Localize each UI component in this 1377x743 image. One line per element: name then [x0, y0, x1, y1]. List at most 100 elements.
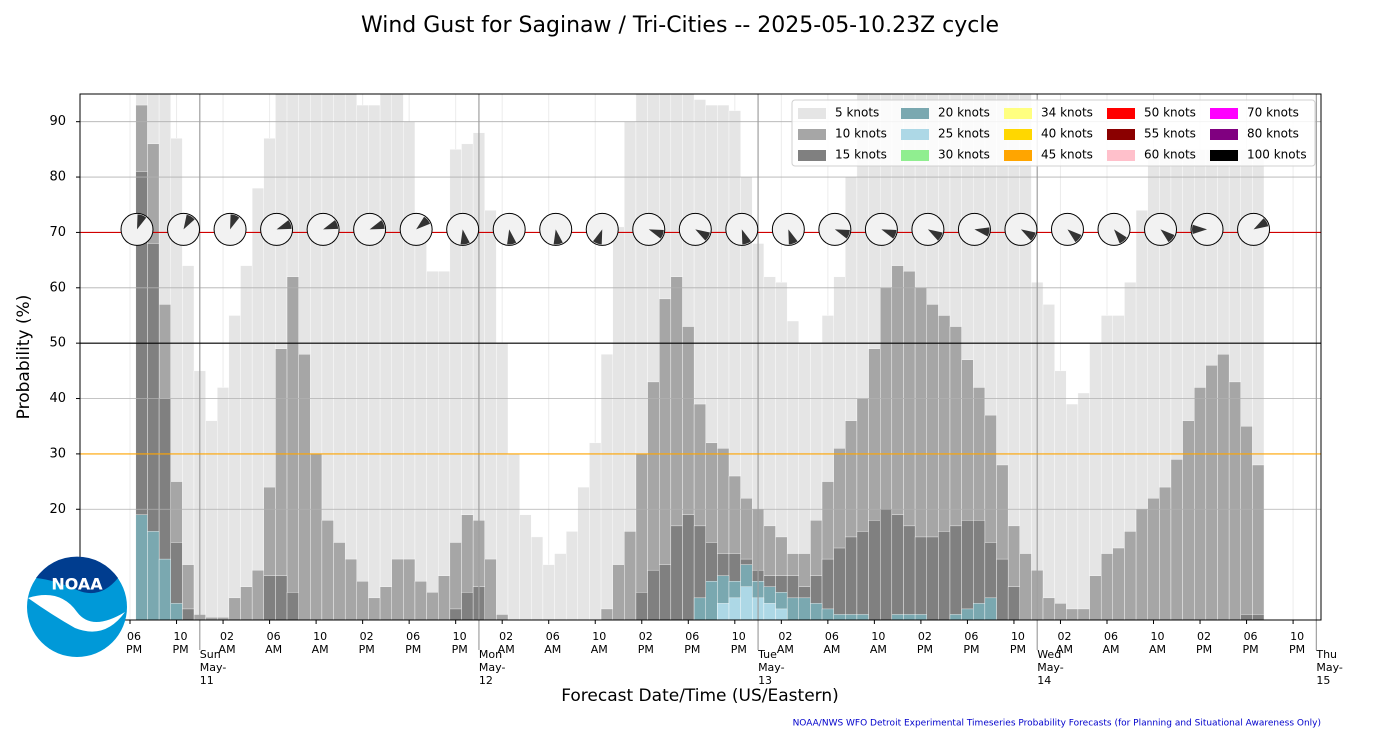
wind-rose: [1144, 212, 1178, 246]
wind-rose: [678, 212, 712, 246]
bar: [845, 614, 858, 620]
bar: [670, 525, 683, 620]
bar: [833, 547, 846, 620]
bar: [949, 525, 962, 620]
wind-direction: [369, 220, 385, 230]
wind-direction: [648, 229, 664, 239]
x-tick-label: 10 PM: [451, 630, 468, 656]
bar: [891, 514, 904, 620]
bar: [1205, 365, 1218, 620]
bar: [275, 575, 288, 620]
wind-rose: [1097, 212, 1131, 246]
logo-top: [36, 556, 118, 594]
wind-rose: [446, 212, 480, 246]
bar: [321, 520, 334, 620]
bar: [647, 569, 660, 620]
x-tick-label: 02 PM: [916, 630, 933, 656]
bar: [228, 315, 241, 620]
wind-rose: [120, 212, 154, 246]
bar: [228, 597, 241, 620]
x-tick-label: 10 PM: [172, 630, 189, 656]
bar: [961, 520, 974, 620]
bar: [914, 614, 927, 620]
bar: [1077, 608, 1090, 620]
x-tick-label: 10 PM: [1009, 630, 1026, 656]
day-tick-label: Sun May-11: [199, 648, 227, 687]
y-tick-label: 90: [49, 114, 66, 129]
x-tick-label: 06 PM: [684, 630, 701, 656]
legend: 5 knots 10 knots 15 knots 20 knots 25 knots 3…: [791, 99, 1316, 167]
wind-rose: [306, 212, 340, 246]
wind-direction: [1113, 229, 1127, 244]
bar: [1042, 597, 1055, 620]
wind-direction: [1160, 229, 1175, 243]
bar: [449, 542, 462, 620]
plot-frame: [79, 93, 1322, 621]
legend-swatch: [1210, 108, 1238, 119]
legend-swatch: [1210, 150, 1238, 161]
bar: [600, 608, 613, 620]
bar: [438, 575, 451, 620]
wind-direction: [137, 214, 147, 230]
bar: [484, 558, 497, 620]
bar: [717, 603, 730, 620]
wind-direction: [323, 220, 339, 230]
bar: [240, 265, 253, 620]
x-tick-label: 10 AM: [869, 630, 887, 656]
y-tick-label: 70: [49, 225, 66, 240]
bar: [856, 614, 869, 620]
wind-rose: [260, 212, 294, 246]
bar: [833, 614, 846, 620]
legend-swatch: [1004, 150, 1032, 161]
wind-direction: [927, 229, 943, 241]
wind-direction: [230, 214, 240, 230]
wind-direction: [695, 229, 710, 241]
bar: [961, 608, 974, 620]
x-tick-label: 10 AM: [590, 630, 608, 656]
bar: [845, 536, 858, 620]
x-tick-label: 06 PM: [1242, 630, 1259, 656]
y-tick-label: 80: [49, 170, 66, 185]
bar: [786, 597, 799, 620]
bar: [1240, 614, 1253, 620]
bar: [1007, 586, 1020, 620]
legend-swatch: [1107, 108, 1135, 119]
wind-rose: [725, 212, 759, 246]
x-tick-label: 06 AM: [823, 630, 841, 656]
x-tick-label: 06 AM: [265, 630, 283, 656]
x-axis-label: Forecast Date/Time (US/Eastern): [561, 686, 839, 706]
bar: [344, 558, 358, 620]
bar: [1124, 531, 1137, 620]
y-tick-label: 50: [49, 336, 66, 351]
bar: [612, 226, 625, 620]
bar: [1240, 426, 1253, 620]
bar: [926, 536, 939, 620]
bar: [740, 586, 753, 620]
bar: [798, 597, 811, 620]
wind-rose: [818, 212, 852, 246]
x-tick-label: 02 PM: [1195, 630, 1213, 656]
bar: [973, 603, 986, 620]
wind-rose: [1190, 212, 1224, 246]
bar: [391, 558, 404, 620]
legend-label: 30 knots: [938, 148, 990, 162]
legend-swatch: [1004, 129, 1032, 140]
bar: [775, 608, 788, 620]
legend-label: 10 knots: [835, 127, 887, 141]
wind-rose: [1050, 212, 1084, 246]
legend-label: 80 knots: [1247, 127, 1299, 141]
bar: [879, 509, 893, 620]
x-tick-label: 02 AM: [218, 630, 236, 656]
bar: [449, 608, 462, 620]
wind-direction: [1067, 229, 1082, 243]
wind-rose: [1004, 212, 1038, 246]
footnote: NOAA/NWS WFO Detroit Experimental Timese…: [793, 719, 1321, 729]
bar: [496, 342, 509, 620]
y-tick-label: 40: [49, 391, 66, 406]
bar: [938, 531, 951, 620]
day-tick-label: Thu May-15: [1316, 648, 1343, 687]
bar: [205, 420, 218, 620]
wind-rose: [771, 212, 805, 246]
